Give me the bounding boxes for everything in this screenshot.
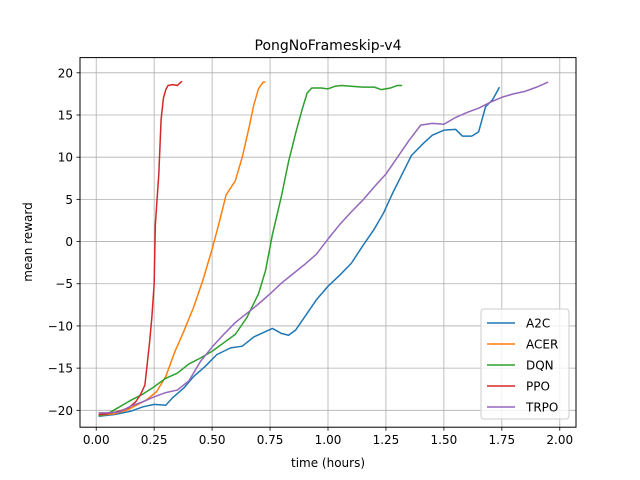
- x-tick-label: 0.00: [83, 433, 110, 447]
- x-tick-label: 0.50: [199, 433, 226, 447]
- y-tick-label: 20: [58, 66, 73, 80]
- y-tick-label: −15: [48, 362, 73, 376]
- series-line-dqn: [98, 84, 403, 417]
- chart-title: PongNoFrameskip-v4: [255, 38, 402, 54]
- x-tick-label: 2.00: [546, 433, 573, 447]
- legend-label-ppo: PPO: [526, 380, 550, 394]
- y-tick-label: 5: [65, 193, 73, 207]
- legend-label-a2c: A2C: [526, 317, 550, 331]
- ticks: 0.00 0.25 0.50 0.75 1.00 1.25 1.50 1.75 2.00 −20 −…: [48, 66, 573, 447]
- legend-label-trpo: TRPO: [525, 401, 558, 415]
- y-tick-label: −10: [48, 319, 73, 333]
- x-tick-label: 1.00: [315, 433, 342, 447]
- x-tick-label: 0.25: [141, 433, 168, 447]
- x-tick-label: 0.75: [257, 433, 284, 447]
- y-tick-label: 10: [58, 151, 73, 165]
- legend-label-dqn: DQN: [526, 359, 554, 373]
- y-tick-label: −5: [55, 277, 73, 291]
- x-axis-label: time (hours): [291, 456, 365, 470]
- series-lines: [98, 80, 549, 417]
- y-tick-label: −20: [48, 404, 73, 418]
- legend: A2C ACER DQN PPO TRPO: [480, 308, 570, 420]
- y-tick-label: 0: [65, 235, 73, 249]
- x-tick-label: 1.25: [373, 433, 400, 447]
- x-tick-label: 1.50: [431, 433, 458, 447]
- x-tick-label: 1.75: [488, 433, 515, 447]
- series-line-a2c: [98, 86, 501, 417]
- y-tick-label: 15: [58, 108, 73, 122]
- series-line-trpo: [98, 81, 549, 414]
- y-axis-label: mean reward: [21, 202, 35, 281]
- legend-box: [480, 308, 570, 420]
- legend-label-acer: ACER: [526, 338, 558, 352]
